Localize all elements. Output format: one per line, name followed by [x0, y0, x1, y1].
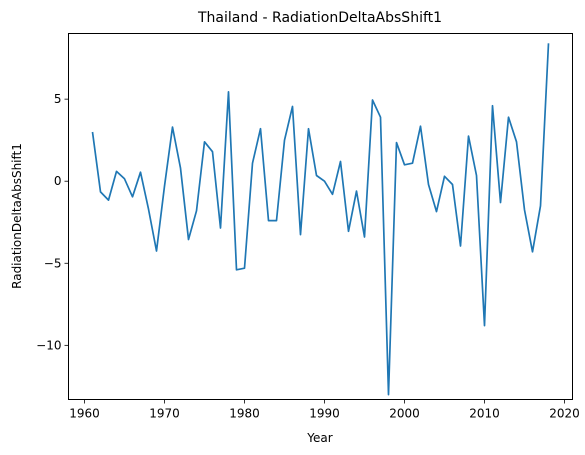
- y-tick-label: 0: [54, 174, 62, 188]
- x-tick-label: 2010: [469, 407, 500, 421]
- x-tick-label: 1960: [69, 407, 100, 421]
- x-axis-label: Year: [306, 431, 332, 445]
- chart-title: Thailand - RadiationDeltaAbsShift1: [197, 10, 442, 26]
- x-tick-label: 1990: [309, 407, 340, 421]
- x-tick-label: 1970: [149, 407, 180, 421]
- x-tick-label: 1980: [229, 407, 260, 421]
- x-tick-label: 2020: [549, 407, 580, 421]
- x-tick-label: 2000: [389, 407, 420, 421]
- y-axis-label: RadiationDeltaAbsShift1: [10, 143, 24, 289]
- y-tick-label: 5: [54, 92, 62, 106]
- y-tick-label: −5: [44, 256, 62, 270]
- y-tick-label: −10: [36, 338, 61, 352]
